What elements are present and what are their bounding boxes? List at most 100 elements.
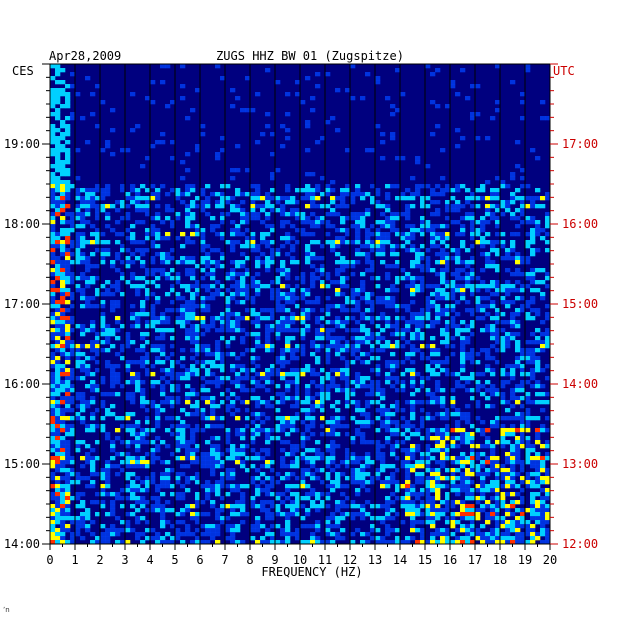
- spectrogram-cell: [470, 352, 476, 357]
- spectrogram-cell: [350, 296, 356, 301]
- spectrogram-cell: [105, 336, 111, 341]
- spectrogram-cell: [500, 384, 506, 389]
- spectrogram-cell: [525, 440, 531, 445]
- spectrogram-cell: [275, 288, 281, 293]
- spectrogram-cell: [475, 136, 481, 141]
- spectrogram-cell: [375, 452, 381, 457]
- spectrogram-cell: [310, 424, 316, 429]
- spectrogram-cell: [145, 232, 151, 237]
- spectrogram-cell: [195, 360, 201, 365]
- spectrogram-cell: [445, 456, 451, 461]
- spectrogram-cell: [385, 480, 391, 485]
- spectrogram-cell: [545, 376, 551, 381]
- spectrogram-cell: [145, 452, 151, 457]
- spectrogram-cell: [100, 536, 106, 541]
- spectrogram-cell: [415, 192, 421, 197]
- spectrogram-cell: [420, 336, 426, 341]
- spectrogram-cell: [85, 372, 91, 377]
- spectrogram-cell: [315, 300, 321, 305]
- spectrogram-cell: [80, 324, 86, 329]
- spectrogram-cell: [500, 184, 506, 189]
- spectrogram-cell: [495, 340, 501, 345]
- spectrogram-cell: [165, 316, 171, 321]
- spectrogram-cell: [75, 440, 81, 445]
- spectrogram-cell: [215, 528, 221, 533]
- spectrogram-cell: [340, 388, 346, 393]
- spectrogram-cell: [445, 200, 451, 205]
- spectrogram-cell: [70, 220, 76, 225]
- spectrogram-cell: [280, 264, 286, 269]
- spectrogram-cell: [240, 504, 246, 509]
- spectrogram-cell: [430, 468, 436, 473]
- spectrogram-cell: [65, 340, 71, 345]
- spectrogram-cell: [475, 512, 481, 517]
- spectrogram-cell: [395, 340, 401, 345]
- spectrogram-cell: [510, 524, 516, 529]
- spectrogram-cell: [435, 468, 441, 473]
- spectrogram-cell: [435, 508, 441, 513]
- spectrogram-cell: [235, 512, 241, 517]
- spectrogram-cell: [315, 524, 321, 529]
- spectrogram-cell: [370, 504, 376, 509]
- spectrogram-cell: [240, 340, 246, 345]
- spectrogram-cell: [470, 224, 476, 229]
- spectrogram-cell: [455, 324, 461, 329]
- spectrogram-cell: [510, 520, 516, 525]
- spectrogram-cell: [190, 304, 196, 309]
- spectrogram-cell: [60, 204, 66, 209]
- spectrogram-cell: [60, 380, 66, 385]
- spectrogram-cell: [265, 448, 271, 453]
- spectrogram-cell: [300, 456, 306, 461]
- spectrogram-cell: [200, 260, 206, 265]
- spectrogram-cell: [535, 196, 541, 201]
- spectrogram-cell: [405, 224, 411, 229]
- spectrogram-cell: [255, 412, 261, 417]
- spectrogram-cell: [470, 212, 476, 217]
- spectrogram-cell: [265, 528, 271, 533]
- spectrogram-cell: [345, 204, 351, 209]
- spectrogram-cell: [470, 436, 476, 441]
- spectrogram-cell: [230, 524, 236, 529]
- spectrogram-cell: [285, 452, 291, 457]
- spectrogram-cell: [190, 364, 196, 369]
- spectrogram-cell: [495, 208, 501, 213]
- spectrogram-cell: [460, 476, 466, 481]
- spectrogram-cell: [190, 224, 196, 229]
- spectrogram-cell: [125, 424, 131, 429]
- spectrogram-cell: [500, 428, 506, 433]
- spectrogram-cell: [400, 336, 406, 341]
- spectrogram-cell: [495, 496, 501, 501]
- spectrogram-cell: [455, 248, 461, 253]
- spectrogram-cell: [375, 372, 381, 377]
- spectrogram-cell: [445, 360, 451, 365]
- spectrogram-cell: [510, 324, 516, 329]
- spectrogram-cell: [280, 348, 286, 353]
- spectrogram-cell: [200, 324, 206, 329]
- spectrogram-cell: [415, 460, 421, 465]
- spectrogram-cell: [295, 536, 301, 541]
- spectrogram-cell: [165, 308, 171, 313]
- spectrogram-cell: [410, 424, 416, 429]
- spectrogram-cell: [230, 104, 236, 109]
- spectrogram-cell: [165, 276, 171, 281]
- spectrogram-cell: [350, 352, 356, 357]
- spectrogram-cell: [75, 236, 81, 241]
- spectrogram-cell: [250, 320, 256, 325]
- spectrogram-cell: [520, 288, 526, 293]
- spectrogram-cell: [305, 492, 311, 497]
- spectrogram-cell: [400, 460, 406, 465]
- spectrogram-cell: [60, 444, 66, 449]
- spectrogram-cell: [390, 448, 396, 453]
- spectrogram-cell: [435, 412, 441, 417]
- spectrogram-cell: [505, 416, 511, 421]
- spectrogram-cell: [65, 356, 71, 361]
- spectrogram-cell: [60, 200, 66, 205]
- spectrogram-cell: [475, 228, 481, 233]
- spectrogram-cell: [410, 500, 416, 505]
- spectrogram-cell: [530, 340, 536, 345]
- spectrogram-cell: [325, 504, 331, 509]
- spectrogram-cell: [425, 248, 431, 253]
- spectrogram-cell: [65, 240, 71, 245]
- spectrogram-cell: [380, 248, 386, 253]
- spectrogram-cell: [375, 356, 381, 361]
